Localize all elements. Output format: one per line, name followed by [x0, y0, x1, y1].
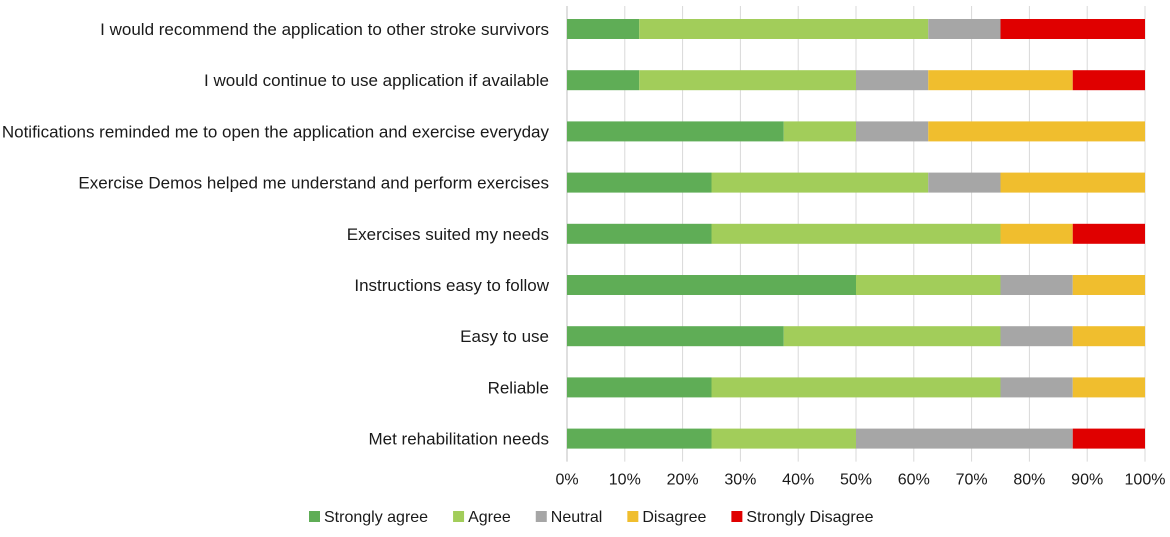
- legend: Strongly agree Agree Neutral Disagree Strong…: [309, 509, 874, 526]
- bar-segment-neutral: [1000, 275, 1073, 295]
- bar-segment-agree: [711, 223, 1001, 244]
- category-label: I would recommend the application to oth…: [100, 20, 549, 39]
- legend-swatch-agree: [453, 511, 465, 522]
- bar-segment-strongly-disagree: [1072, 70, 1145, 91]
- bar-segment-agree: [639, 19, 929, 39]
- bar-segment-disagree: [1072, 326, 1145, 347]
- bar-segment-strongly-disagree: [1000, 19, 1145, 39]
- bar-segment-neutral: [856, 121, 929, 142]
- category-label: Exercises suited my needs: [347, 225, 549, 244]
- bar-segment-strongly-agree: [567, 223, 712, 244]
- bar-segment-neutral: [856, 428, 1073, 449]
- x-tick-label: 90%: [1071, 472, 1103, 489]
- bar-segment-strongly-agree: [567, 326, 784, 347]
- bar-segment-agree: [711, 172, 929, 193]
- bar-segment-agree: [783, 326, 1001, 347]
- bar-segment-agree: [711, 428, 856, 449]
- x-tick-label: 20%: [667, 472, 699, 489]
- x-tick-label: 10%: [609, 472, 641, 489]
- legend-swatch-strongly-disagree: [731, 511, 743, 522]
- category-label: Notifications reminded me to open the ap…: [2, 122, 550, 141]
- bar-segment-strongly-disagree: [1072, 223, 1145, 244]
- bar-segment-disagree: [1000, 223, 1073, 244]
- bar-segment-strongly-agree: [567, 19, 640, 39]
- legend-label-neutral: Neutral: [551, 509, 603, 526]
- bar-segment-neutral: [856, 70, 929, 91]
- bars: [567, 19, 1145, 449]
- category-label: Easy to use: [460, 327, 549, 346]
- legend-label-agree: Agree: [468, 509, 511, 526]
- legend-label-disagree: Disagree: [642, 509, 706, 526]
- bar-segment-strongly-agree: [567, 428, 712, 449]
- x-tick-label: 0%: [555, 472, 578, 489]
- bar-segment-strongly-agree: [567, 275, 856, 295]
- bar-segment-disagree: [1000, 172, 1145, 193]
- x-axis-ticks: 0% 10% 20% 30% 40% 50% 60% 70% 80% 90% 100%: [555, 472, 1165, 489]
- bar-segment-agree: [639, 70, 856, 91]
- bar-segment-neutral: [928, 19, 1001, 39]
- bar-segment-neutral: [1000, 326, 1073, 347]
- legend-swatch-disagree: [627, 511, 639, 522]
- legend-label-strongly-agree: Strongly agree: [324, 509, 428, 526]
- x-tick-label: 70%: [956, 472, 988, 489]
- bar-segment-agree: [711, 377, 1001, 398]
- x-tick-label: 50%: [840, 472, 872, 489]
- category-labels: I would recommend the application to oth…: [2, 20, 550, 449]
- bar-segment-disagree: [928, 70, 1073, 91]
- bar-segment-strongly-agree: [567, 70, 640, 91]
- bar-segment-disagree: [1072, 275, 1145, 295]
- bar-segment-agree: [783, 121, 856, 142]
- category-label: I would continue to use application if a…: [204, 71, 549, 90]
- category-label: Exercise Demos helped me understand and …: [78, 174, 549, 193]
- category-label: Met rehabilitation needs: [368, 430, 549, 449]
- bar-segment-disagree: [928, 121, 1145, 142]
- bar-segment-strongly-disagree: [1072, 428, 1145, 449]
- legend-swatch-strongly-agree: [309, 511, 320, 522]
- legend-label-strongly-disagree: Strongly Disagree: [746, 509, 873, 526]
- bar-segment-strongly-agree: [567, 377, 712, 398]
- x-tick-label: 60%: [898, 472, 930, 489]
- x-tick-label: 80%: [1013, 472, 1045, 489]
- bar-segment-neutral: [1000, 377, 1073, 398]
- x-tick-label: 30%: [724, 472, 756, 489]
- bar-segment-neutral: [928, 172, 1001, 193]
- bar-segment-disagree: [1072, 377, 1145, 398]
- x-tick-label: 40%: [782, 472, 814, 489]
- bar-segment-strongly-agree: [567, 172, 712, 193]
- legend-swatch-neutral: [535, 511, 547, 522]
- category-label: Reliable: [488, 378, 549, 397]
- bar-segment-strongly-agree: [567, 121, 784, 142]
- bar-segment-agree: [856, 275, 1001, 295]
- category-label: Instructions easy to follow: [354, 276, 549, 295]
- x-tick-label: 100%: [1125, 472, 1166, 489]
